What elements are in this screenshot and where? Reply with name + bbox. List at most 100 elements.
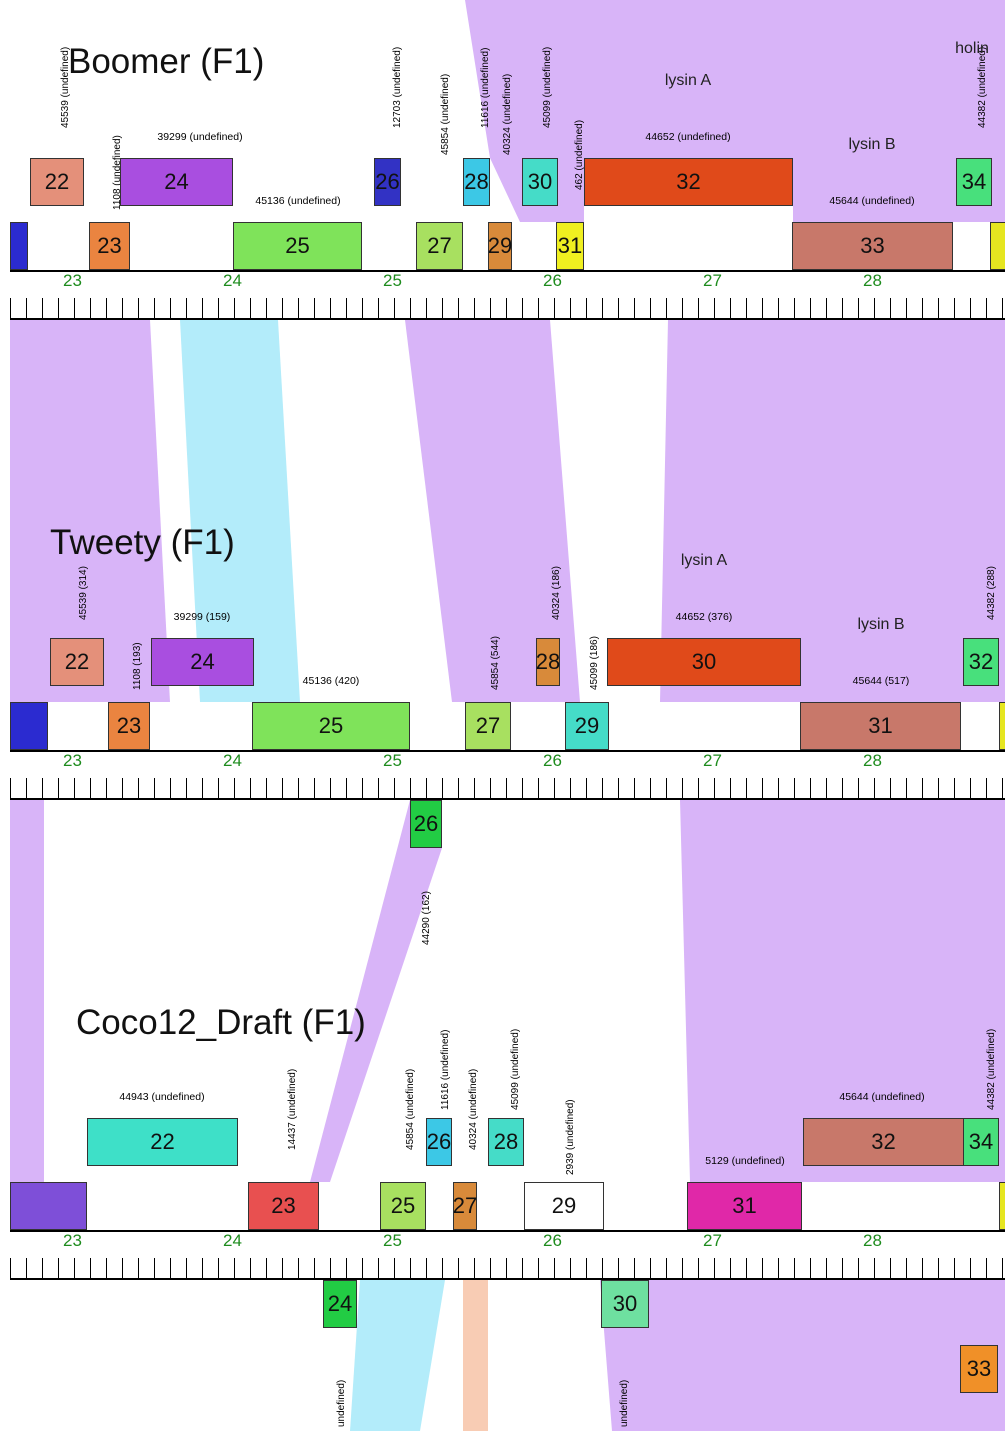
gene-box[interactable]: 32 (584, 158, 793, 206)
ruler-tick (1002, 298, 1003, 318)
gene-box[interactable]: 31 (800, 702, 961, 750)
ruler-tick (346, 778, 347, 798)
ruler-tick (570, 298, 571, 318)
gene-box[interactable]: 27 (453, 1182, 477, 1230)
ruler-tick (170, 778, 171, 798)
gene-box[interactable]: 27 (416, 222, 463, 270)
gene-number: 22 (150, 1129, 175, 1154)
ruler-tick (266, 1258, 267, 1278)
ruler-tick (394, 298, 395, 318)
gene-box[interactable]: 24 (120, 158, 233, 206)
ruler-tick (506, 298, 507, 318)
gene-box[interactable]: 30 (522, 158, 558, 206)
ruler-tweety: 23 24 25 26 27 28 (10, 750, 1005, 800)
ruler-tick (954, 298, 955, 318)
ruler-tick (810, 778, 811, 798)
gene-box[interactable]: 22 (50, 638, 104, 686)
ruler-tick (810, 298, 811, 318)
gene-box[interactable]: 27 (465, 702, 511, 750)
gene-box[interactable] (990, 222, 1005, 270)
gene-box[interactable]: 30 (601, 1280, 649, 1328)
gene-box[interactable]: 26 (410, 800, 442, 848)
gene-box[interactable]: 26 (374, 158, 401, 206)
gene-box[interactable]: 28 (536, 638, 560, 686)
ruler-tick (970, 778, 971, 798)
band-i (463, 1280, 488, 1431)
gene-box[interactable] (999, 1182, 1005, 1230)
gene-box[interactable]: 29 (488, 222, 512, 270)
ruler-tick (554, 298, 555, 318)
ruler-tick (410, 778, 411, 798)
gene-box[interactable]: 32 (803, 1118, 964, 1166)
gene-box[interactable]: 23 (248, 1182, 319, 1230)
gene-pham-label: 5129 (undefined) (705, 1155, 785, 1167)
gene-box[interactable]: 29 (565, 702, 609, 750)
ruler-tick (298, 1258, 299, 1278)
ruler-tick (522, 1258, 523, 1278)
gene-box[interactable] (999, 702, 1005, 750)
ruler-tick (570, 1258, 571, 1278)
ruler-tick-label: 23 (63, 271, 82, 290)
gene-box[interactable]: 30 (607, 638, 801, 686)
gene-box[interactable]: 26 (426, 1118, 452, 1166)
ruler-tick (410, 1258, 411, 1278)
gene-box[interactable]: 33 (960, 1345, 998, 1393)
ruler-bottom-line (10, 798, 1005, 800)
gene-box[interactable]: 24 (151, 638, 254, 686)
gene-box[interactable]: 33 (792, 222, 953, 270)
ruler-tick (186, 778, 187, 798)
ruler-tick (954, 778, 955, 798)
gene-box[interactable] (10, 1182, 87, 1230)
gene-box[interactable]: 25 (252, 702, 410, 750)
ruler-tick (522, 778, 523, 798)
gene-box[interactable]: 32 (963, 638, 999, 686)
ruler-tick (586, 778, 587, 798)
gene-box[interactable] (10, 702, 48, 750)
gene-pham-label: 44382 (288) (986, 566, 997, 620)
gene-box[interactable]: 34 (963, 1118, 999, 1166)
gene-pham-label: 45644 (undefined) (829, 195, 915, 207)
gene-box[interactable]: 29 (524, 1182, 604, 1230)
gene-box[interactable]: 22 (30, 158, 84, 206)
ruler-tick (282, 778, 283, 798)
gene-box[interactable]: 28 (463, 158, 490, 206)
gene-box[interactable]: 23 (108, 702, 150, 750)
gene-box[interactable]: 24 (323, 1280, 357, 1328)
gene-number: 26 (426, 1129, 452, 1154)
gene-box[interactable]: 25 (380, 1182, 426, 1230)
ruler-tick (762, 298, 763, 318)
gene-box[interactable]: 34 (956, 158, 992, 206)
ruler-tick (490, 778, 491, 798)
ruler-tick (714, 778, 715, 798)
ruler-tick-label: 26 (543, 271, 562, 290)
ruler-tick (266, 778, 267, 798)
gene-box[interactable]: 25 (233, 222, 362, 270)
ruler-tick (682, 298, 683, 318)
ruler-tick (522, 298, 523, 318)
ruler-tick (314, 298, 315, 318)
gene-box[interactable]: 31 (556, 222, 584, 270)
ruler-tick (426, 778, 427, 798)
gene-number: 23 (116, 713, 142, 738)
gene-number: 24 (327, 1291, 353, 1316)
gene-box[interactable]: 31 (687, 1182, 802, 1230)
ruler-tick (298, 778, 299, 798)
ruler-tick-label: 25 (383, 271, 402, 290)
ruler-tick (330, 298, 331, 318)
ruler-tick-label: 24 (223, 751, 242, 770)
ruler-bottom-line (10, 1278, 1005, 1280)
gene-box[interactable]: 23 (89, 222, 130, 270)
band-h (350, 1280, 445, 1431)
band-j (600, 1280, 1005, 1431)
gene-box[interactable]: 28 (488, 1118, 524, 1166)
ruler-tick (794, 298, 795, 318)
gene-number: 31 (732, 1193, 757, 1218)
ruler-tick (922, 1258, 923, 1278)
gene-number: 32 (871, 1129, 896, 1154)
ruler-tick (58, 778, 59, 798)
ruler-tick (330, 778, 331, 798)
gene-box[interactable]: 22 (87, 1118, 238, 1166)
gene-box[interactable] (10, 222, 28, 270)
ruler-tick (938, 1258, 939, 1278)
ruler-tick (714, 298, 715, 318)
